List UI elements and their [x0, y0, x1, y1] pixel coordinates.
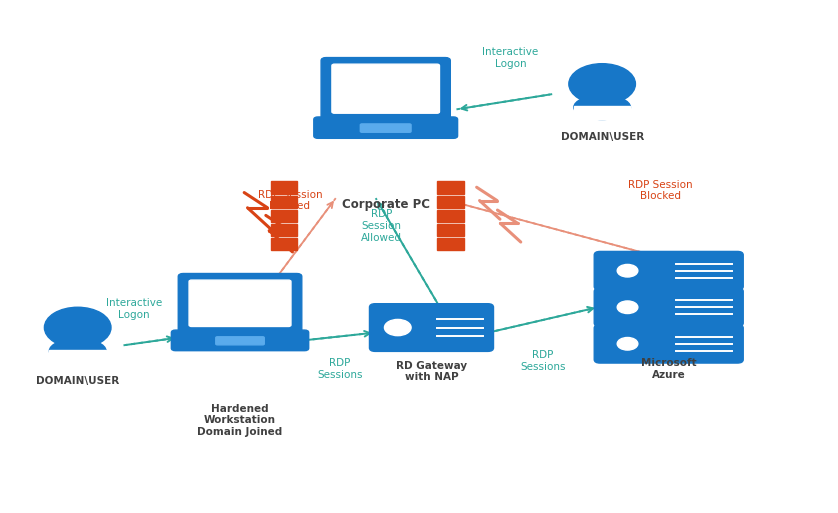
FancyBboxPatch shape: [215, 337, 264, 345]
FancyBboxPatch shape: [271, 195, 297, 208]
FancyBboxPatch shape: [171, 330, 308, 351]
FancyBboxPatch shape: [313, 117, 458, 139]
Text: RDP Session
Blocked: RDP Session Blocked: [628, 180, 693, 201]
FancyBboxPatch shape: [574, 106, 630, 120]
FancyBboxPatch shape: [360, 124, 411, 132]
Text: Corporate PC: Corporate PC: [342, 198, 430, 211]
FancyBboxPatch shape: [271, 224, 297, 236]
FancyBboxPatch shape: [189, 280, 291, 326]
FancyBboxPatch shape: [437, 195, 464, 208]
Circle shape: [44, 307, 111, 348]
Circle shape: [618, 338, 638, 350]
FancyBboxPatch shape: [49, 350, 106, 363]
Text: RDP
Sessions: RDP Sessions: [520, 350, 566, 372]
FancyBboxPatch shape: [594, 325, 743, 363]
FancyBboxPatch shape: [271, 210, 297, 222]
FancyBboxPatch shape: [332, 64, 439, 113]
Circle shape: [618, 301, 638, 313]
Text: RDP
Sessions: RDP Sessions: [317, 358, 363, 380]
FancyBboxPatch shape: [437, 182, 464, 193]
FancyBboxPatch shape: [437, 224, 464, 236]
Text: DOMAIN\USER: DOMAIN\USER: [36, 376, 119, 386]
FancyBboxPatch shape: [437, 210, 464, 222]
FancyBboxPatch shape: [178, 273, 302, 333]
Circle shape: [618, 264, 638, 277]
Text: Interactive
Logon: Interactive Logon: [106, 299, 162, 320]
Text: Interactive
Logon: Interactive Logon: [483, 47, 539, 69]
Circle shape: [385, 320, 411, 336]
Text: Microsoft
Azure: Microsoft Azure: [641, 358, 696, 380]
Text: RDP Session
Blocked: RDP Session Blocked: [257, 190, 323, 211]
Text: RD Gateway
with NAP: RD Gateway with NAP: [396, 361, 467, 382]
FancyBboxPatch shape: [271, 238, 297, 250]
FancyBboxPatch shape: [370, 304, 494, 351]
FancyBboxPatch shape: [437, 238, 464, 250]
FancyBboxPatch shape: [594, 288, 743, 327]
FancyBboxPatch shape: [321, 57, 450, 120]
Ellipse shape: [49, 339, 106, 363]
Ellipse shape: [574, 95, 630, 120]
Circle shape: [569, 64, 635, 104]
Text: Hardened
Workstation
Domain Joined: Hardened Workstation Domain Joined: [198, 404, 282, 437]
Text: RDP
Session
Allowed: RDP Session Allowed: [361, 209, 402, 243]
FancyBboxPatch shape: [271, 182, 297, 193]
FancyBboxPatch shape: [594, 251, 743, 290]
Text: DOMAIN\USER: DOMAIN\USER: [561, 132, 644, 142]
